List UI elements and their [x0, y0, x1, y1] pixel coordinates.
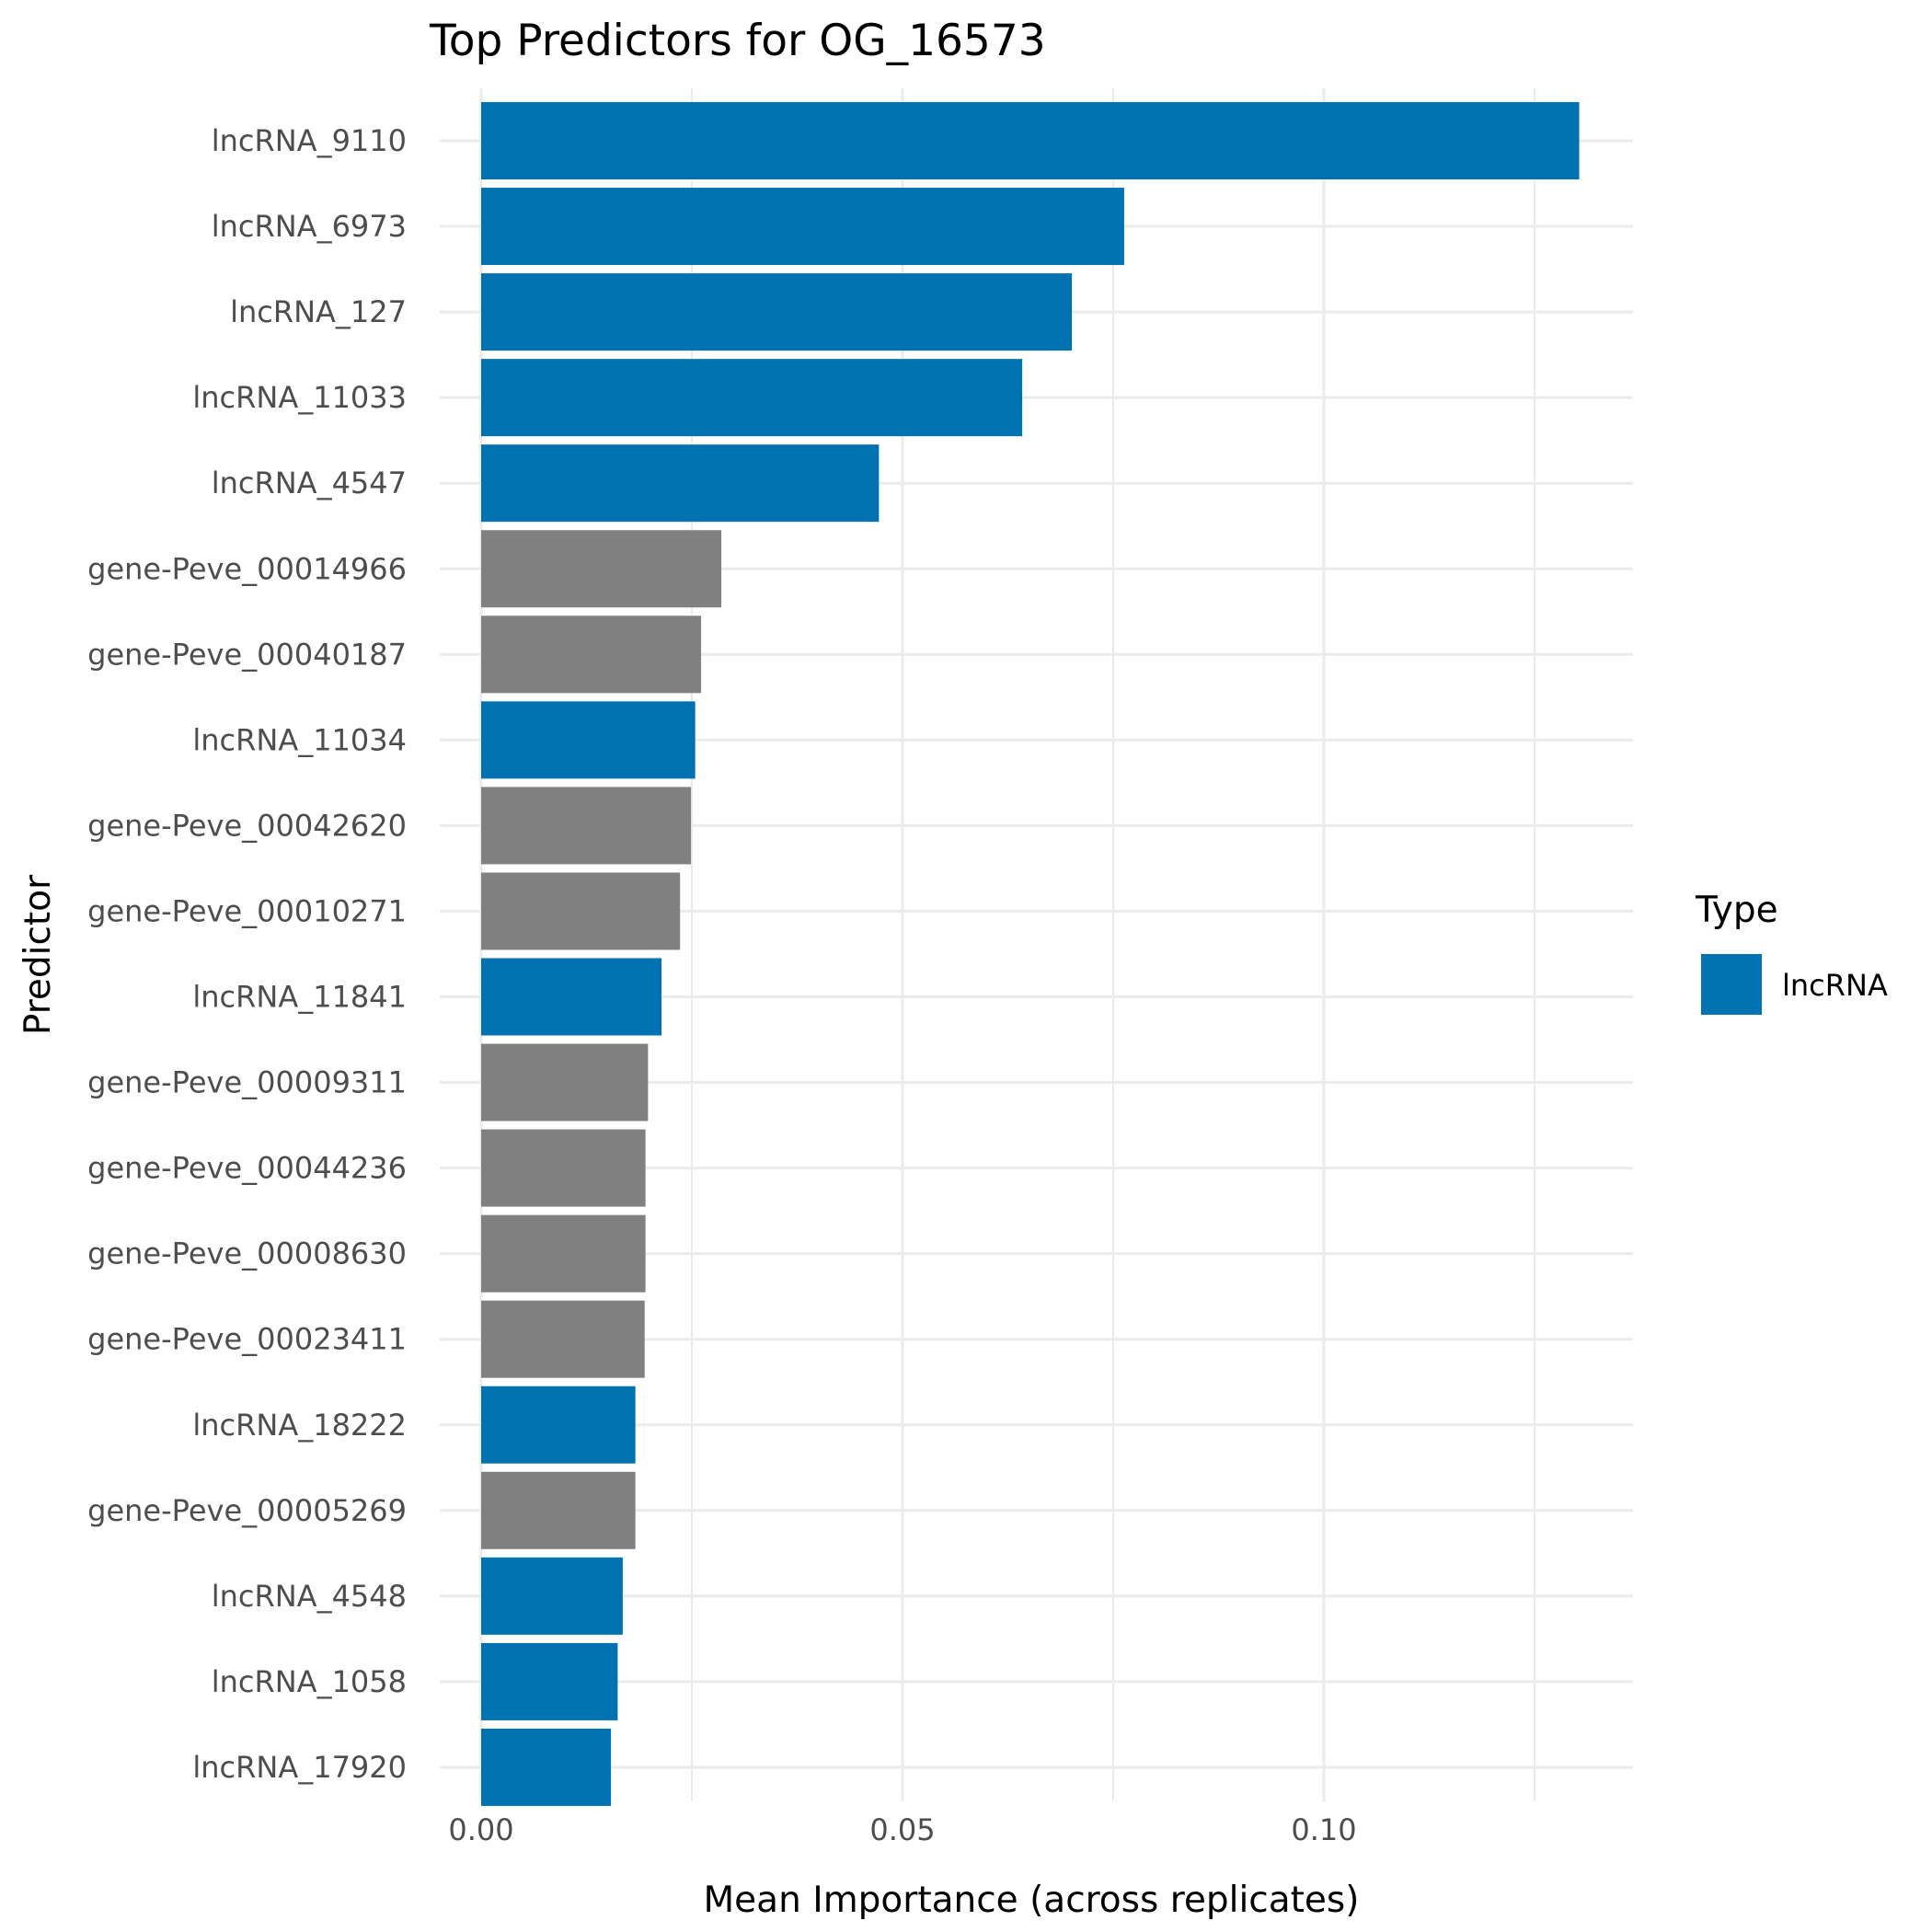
x-tick-label: 0.05 — [869, 1812, 935, 1847]
bar-gene-Peve_00014966 — [481, 530, 722, 608]
bar-gene-Peve_00042620 — [481, 787, 692, 865]
bar-gene-Peve_00009311 — [481, 1043, 649, 1121]
y-tick-label: gene-Peve_00014966 — [87, 551, 407, 586]
y-tick-labels: lncRNA_9110 lncRNA_6973 lncRNA_127 lncRNA_1… — [87, 123, 407, 1785]
y-tick-label: gene-Peve_00042620 — [87, 808, 407, 843]
y-tick-label: lncRNA_11841 — [192, 980, 407, 1015]
y-tick-label: gene-Peve_00005269 — [87, 1493, 407, 1528]
bar-gene-Peve_00023411 — [481, 1300, 645, 1378]
y-tick-label: lncRNA_4548 — [212, 1579, 407, 1614]
y-tick-label: lncRNA_18222 — [192, 1408, 407, 1443]
bar-lncRNA_1058 — [481, 1642, 618, 1720]
bar-gene-Peve_00005269 — [481, 1471, 636, 1549]
y-tick-label: lncRNA_9110 — [212, 123, 407, 158]
x-tick-labels: 0.00 0.05 0.10 — [448, 1812, 1356, 1847]
y-tick-label: lncRNA_17920 — [192, 1750, 407, 1785]
y-tick-label: lncRNA_127 — [230, 294, 407, 329]
bar-lncRNA_17920 — [481, 1728, 612, 1806]
y-tick-label: gene-Peve_00008630 — [87, 1236, 407, 1271]
legend: Type lncRNA — [1695, 890, 1888, 1015]
bar-gene-Peve_00008630 — [481, 1214, 646, 1293]
y-axis-title: Predictor — [17, 874, 59, 1035]
bar-gene-Peve_00044236 — [481, 1129, 646, 1207]
legend-title: Type — [1695, 890, 1778, 931]
y-tick-label: lncRNA_6973 — [212, 209, 407, 244]
bar-lncRNA_11841 — [481, 958, 662, 1036]
bar-gene-Peve_00040187 — [481, 615, 702, 694]
y-tick-label: lncRNA_11034 — [192, 722, 407, 757]
bar-gene-Peve_00010271 — [481, 872, 681, 950]
x-tick-label: 0.00 — [448, 1812, 513, 1847]
y-tick-label: gene-Peve_00044236 — [87, 1151, 407, 1186]
bar-lncRNA_6973 — [481, 188, 1124, 266]
bar-lncRNA_4547 — [481, 444, 880, 523]
legend-label-lncrna: lncRNA — [1782, 968, 1888, 1003]
chart-title: Top Predictors for OG_16573 — [429, 16, 1046, 66]
bar-lncRNA_127 — [481, 273, 1073, 351]
y-tick-label: gene-Peve_00040187 — [87, 637, 407, 672]
x-tick-label: 0.10 — [1291, 1812, 1356, 1847]
legend-key-lncrna — [1701, 954, 1762, 1015]
y-tick-label: gene-Peve_00010271 — [87, 893, 407, 928]
bar-lncRNA_11033 — [481, 359, 1023, 437]
bar-lncRNA_18222 — [481, 1386, 636, 1464]
bar-lncRNA_11034 — [481, 701, 696, 779]
bar-lncRNA_9110 — [481, 102, 1580, 179]
y-tick-label: lncRNA_4547 — [212, 466, 407, 500]
x-axis-title: Mean Importance (across replicates) — [704, 1880, 1360, 1921]
y-tick-label: lncRNA_1058 — [212, 1664, 407, 1699]
y-tick-label: gene-Peve_00009311 — [87, 1065, 407, 1100]
y-tick-label: lncRNA_11033 — [192, 380, 407, 415]
y-tick-label: gene-Peve_00023411 — [87, 1322, 407, 1357]
bars — [481, 102, 1580, 1806]
bar-lncRNA_4548 — [481, 1557, 623, 1635]
